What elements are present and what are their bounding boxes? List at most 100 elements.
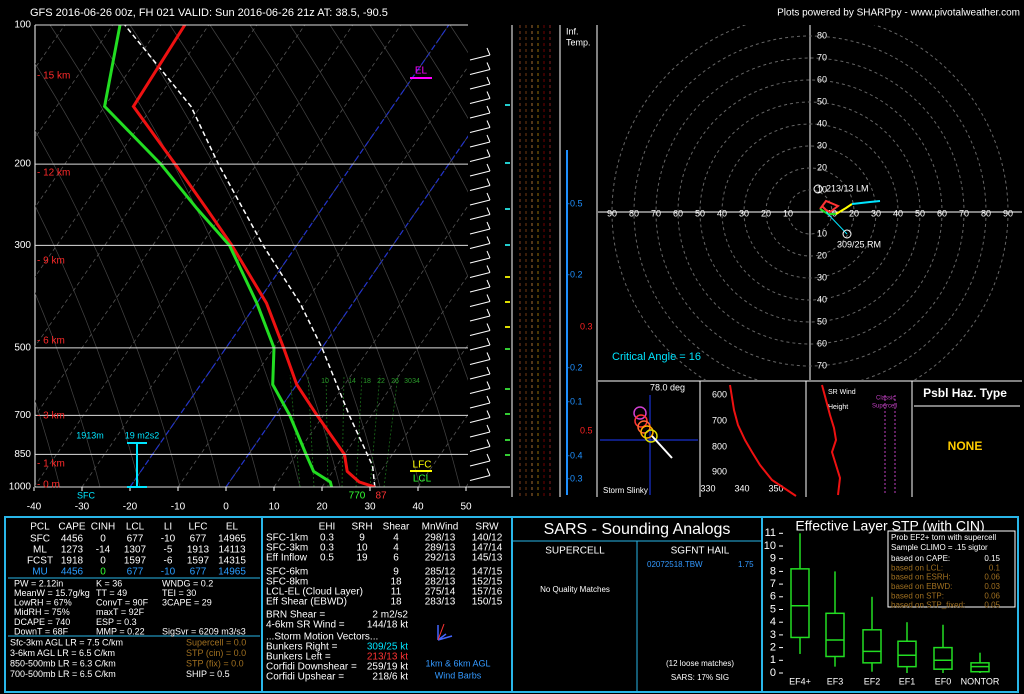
stp-box — [790, 568, 810, 639]
lfc-label: LFC — [413, 460, 432, 471]
motion-label: Corfidi Downshear = — [266, 662, 357, 673]
thermo-cell: 677 — [127, 567, 144, 578]
wind-barb — [469, 47, 491, 61]
thermo-cell: 1913 — [187, 545, 210, 556]
wind-barb — [469, 424, 491, 438]
wind-barb — [469, 439, 491, 452]
rm-vector — [825, 211, 848, 235]
thermo-cell: FCST — [27, 556, 53, 567]
hodo-trace — [819, 199, 840, 214]
index-value: 3CAPE = 29 — [162, 598, 212, 608]
hodo-ring-label: 50 — [695, 208, 705, 218]
pressure-tick-label: 200 — [14, 159, 31, 170]
kin-cell: 18 — [390, 597, 402, 608]
mixing-ratio-label: 18 — [363, 378, 371, 385]
lm-marker — [813, 184, 823, 194]
sars-supercell-matches: No Quality Matches — [540, 585, 610, 594]
stp-box — [897, 640, 917, 668]
isotherm — [321, 274, 468, 487]
theta-e-pressure: 800 — [712, 441, 727, 451]
slinky-ring — [633, 406, 647, 420]
kin-cell: 4 — [393, 533, 399, 544]
kin-cell: 0.3 — [320, 533, 334, 544]
stp-y-tick: 1 — [770, 654, 776, 666]
stp-category: EF1 — [899, 676, 916, 686]
sars-hail: SGFNT HAIL — [671, 546, 730, 557]
sars-hail-match: 02072518.TBW — [647, 560, 703, 569]
dry-adiabat — [329, 25, 468, 278]
mixing-ratio-label: 26 — [391, 378, 399, 385]
theta-e-pressure: 700 — [712, 415, 727, 425]
kin-header: SRH — [351, 522, 372, 533]
kin-cell: 152/15 — [472, 577, 503, 588]
sr-wind-profile — [821, 384, 842, 496]
isotherm — [273, 205, 468, 487]
wind-barb — [469, 468, 491, 481]
temp-tick-label: 10 — [268, 502, 280, 513]
stp-y-tick: 8 — [770, 565, 776, 577]
kin-cell: 282/13 — [425, 577, 456, 588]
thermo-cell: 0 — [100, 556, 106, 567]
hodo-ring — [633, 35, 987, 380]
lapse-rate: 850-500mb LR = 6.3 C/km — [10, 658, 116, 668]
hodo-ring-label: 20 — [849, 208, 859, 218]
hodo-ring — [699, 101, 921, 323]
dry-adiabat — [89, 25, 301, 487]
thermo-header: LFC — [189, 522, 208, 533]
dry-adiabat — [409, 25, 468, 119]
thermo-cell: 4456 — [61, 567, 84, 578]
barb-caption: Wind Barbs — [435, 670, 482, 680]
highlight-isotherm — [225, 135, 468, 487]
height-label: - 15 km — [37, 71, 70, 82]
mixing-ratio — [383, 374, 399, 487]
kin-cell: 9 — [393, 567, 399, 578]
hodo-ring-label: 60 — [817, 338, 827, 348]
thermo-cell: -6 — [164, 556, 173, 567]
sars-hail-size: 1.75 — [738, 560, 754, 569]
dry-adiabat — [209, 25, 421, 487]
kin-cell: 10 — [356, 543, 368, 554]
wind-barb — [469, 366, 491, 380]
isotherm — [35, 25, 306, 417]
mixing-ratio — [307, 374, 315, 487]
kin-header: EHI — [319, 522, 336, 533]
hodo-ring-label: 50 — [817, 316, 827, 326]
wind-barb — [469, 236, 491, 249]
barb-caption: 1km & 6km AGL — [425, 658, 490, 668]
kin-cell: 145/13 — [472, 553, 503, 564]
thermo-cell: -10 — [161, 534, 176, 545]
index-value: TEI = 30 — [162, 588, 196, 598]
hodo-ring-label: 20 — [817, 250, 827, 260]
thermo-cell: -10 — [161, 567, 176, 578]
motion-value: 218/6 kt — [372, 672, 408, 683]
mixing-ratio — [355, 374, 363, 487]
thermo-header: CINH — [91, 522, 115, 533]
thermo-cell: 1597 — [187, 556, 210, 567]
kin-cell: 275/14 — [425, 587, 456, 598]
thermo-cell: -5 — [164, 545, 173, 556]
stp-legend-label: based on ESRH: — [891, 573, 951, 582]
stp-legend-label: based on STP: — [891, 591, 944, 600]
hodo-ring-label: 70 — [817, 360, 827, 370]
hodo-ring-label: 60 — [673, 208, 683, 218]
stp-title: Effective Layer STP (with CIN) — [795, 518, 984, 534]
index-value: LowRH = 67% — [14, 598, 72, 608]
wind-barb — [469, 192, 491, 206]
kin-cell: 140/12 — [472, 533, 503, 544]
stp-legend-label: based on EBWD: — [891, 582, 952, 591]
kin-cell: 292/13 — [425, 553, 456, 564]
pressure-tick-label: 1000 — [9, 482, 32, 493]
composite: STP (fix) = 0.0 — [186, 658, 244, 668]
temp-tick-label: -40 — [27, 502, 42, 513]
index-value: PW = 2.12in — [14, 578, 63, 588]
stp-legend-value: 0.06 — [984, 591, 1000, 600]
kin-extra-label: BRN Shear = — [266, 610, 325, 621]
lapse-rate: 700-500mb LR = 6.5 C/km — [10, 669, 116, 679]
dry-adiabat — [35, 62, 221, 487]
stp-y-tick: 3 — [770, 629, 776, 641]
lapse-rate: Sfc-3km AGL LR = 7.5 C/km — [10, 637, 123, 647]
kin-cell: 289/13 — [425, 543, 456, 554]
isotherm — [369, 344, 468, 487]
wind-barb — [469, 62, 491, 75]
stp-y-tick: 5 — [770, 603, 776, 615]
